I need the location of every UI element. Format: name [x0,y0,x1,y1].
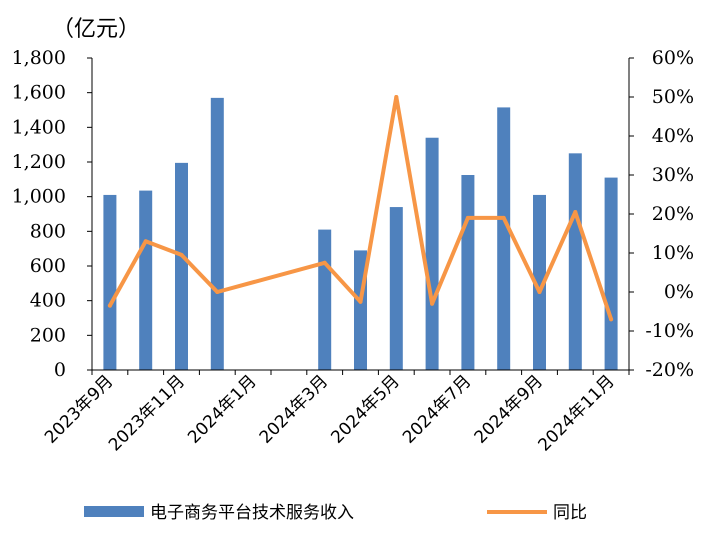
bar [497,107,511,371]
bar [175,162,188,370]
bar [318,229,332,370]
yoy-line-point [107,303,112,308]
x-tick-label: 2024年3月 [256,371,332,447]
y-right-tick-label: -20% [645,359,694,381]
y-right-tick-label: 20% [652,203,694,225]
plot-area: 0 200 400 600 800 1,000 1,200 1,400 1,600 1,800 -2… [12,47,694,455]
y-right-tick-label: 30% [652,164,694,186]
bar [604,177,618,370]
y-left-tick-label: 200 [30,324,66,346]
bar [568,153,582,370]
y-right-tick-label: 60% [652,47,694,69]
bar [210,97,224,370]
x-tick-label: 2024年5月 [327,371,403,447]
y-left-tick-label: 1,200 [12,151,66,173]
bar [425,137,439,370]
y-left-tick-label: 1,800 [12,47,66,69]
y-left-tick-label: 0 [54,359,66,381]
yoy-line-point [430,301,435,306]
y-right-tick-label: -10% [645,320,694,342]
bar [103,194,117,370]
yoy-line-point [179,252,184,257]
x-tick-label: 2024年1月 [184,371,260,447]
y-right-tick-label: 50% [652,86,694,108]
legend-swatch-bar [84,506,144,517]
x-tick-label: 2024年9月 [471,371,547,447]
y-right-tick-label: 0% [664,281,694,303]
bar [139,190,153,370]
x-tick-label: 2023年11月 [105,371,189,455]
yoy-line-point [609,317,614,322]
yoy-line-point [394,95,399,99]
yoy-line-point [358,299,363,304]
y-left-tick-label: 1,600 [12,82,66,104]
yoy-line-point [573,210,578,215]
y-left-tick-label: 800 [30,220,66,242]
legend: 电子商务平台技术服务收入 同比 [84,503,587,523]
yoy-line-point [537,290,542,294]
x-tick-label: 2023年9月 [41,371,117,447]
bar [461,175,475,370]
legend-label-bar: 电子商务平台技术服务收入 [150,503,354,523]
yoy-line-point [322,260,327,265]
bar [389,207,403,370]
yoy-line-point [501,215,506,220]
y-axis-unit-label: （亿元） [52,17,140,42]
yoy-line-point [143,239,148,244]
y-left-tick-label: 400 [30,290,66,312]
yoy-line-point [465,215,470,220]
x-tick-label: 2024年11月 [535,371,619,455]
y-right-tick-label: 10% [652,242,694,264]
y-left-tick-label: 1,400 [12,116,66,138]
yoy-line-point [215,290,220,294]
legend-label-line: 同比 [553,503,587,523]
y-left-tick-label: 600 [30,255,66,277]
y-right-tick-label: 40% [652,125,694,147]
x-tick-label: 2024年7月 [399,371,475,447]
y-left-tick-label: 1,000 [12,186,66,208]
bar [533,194,546,370]
